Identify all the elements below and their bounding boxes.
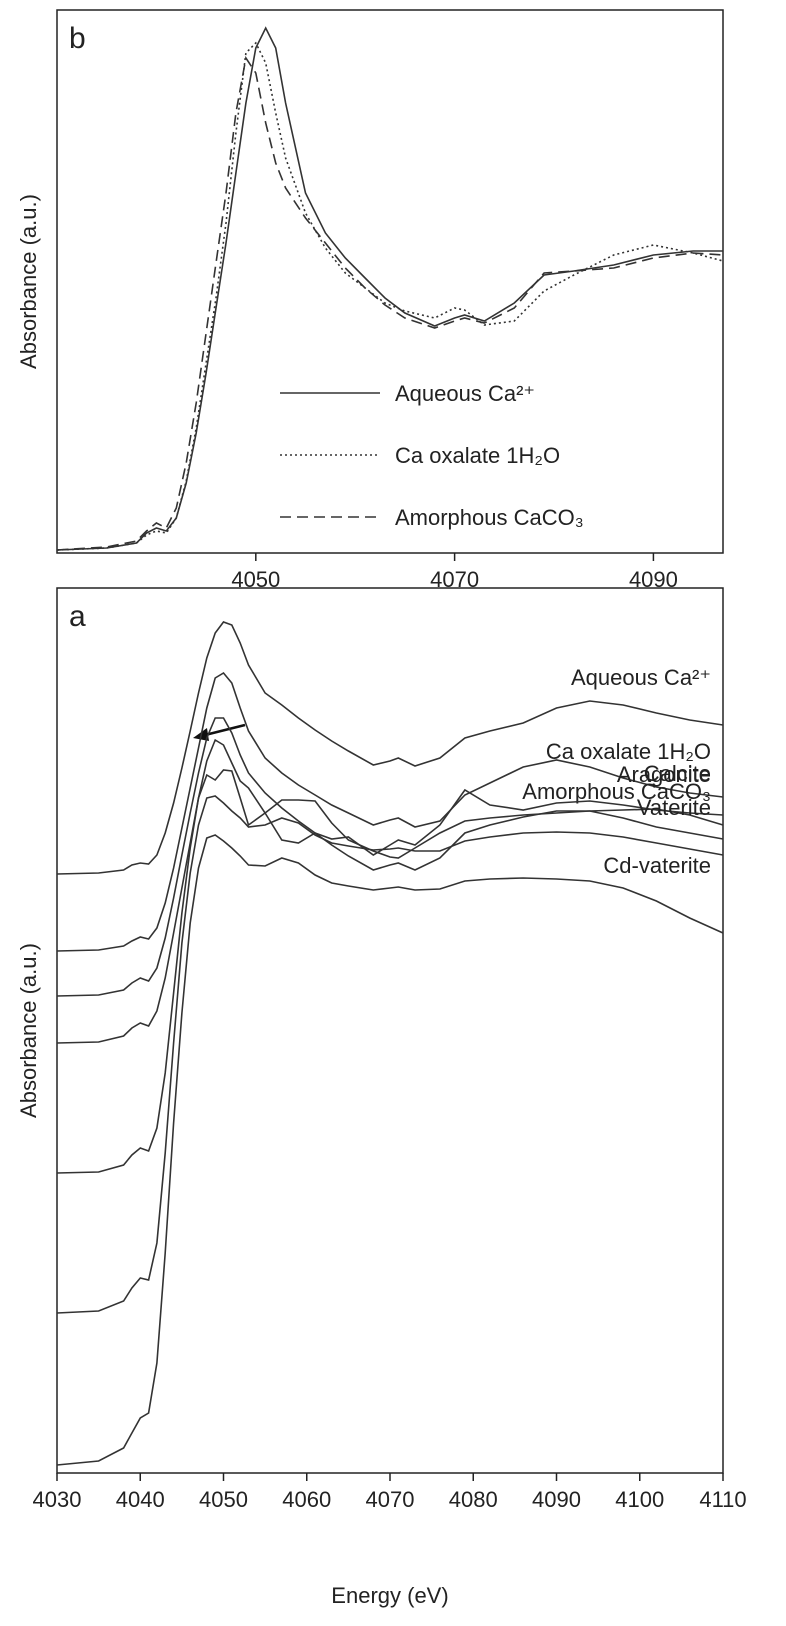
x-tick-label: 4060 (282, 1487, 331, 1512)
y-axis-label: Absorbance (a.u.) (16, 194, 41, 369)
x-tick-label: 4110 (699, 1487, 746, 1512)
spectrum-line (56, 621, 724, 875)
spectrum-line (56, 795, 724, 1314)
x-tick-label: 4080 (449, 1487, 498, 1512)
plot-frame (56, 587, 724, 1474)
x-tick-label: 4050 (199, 1487, 248, 1512)
series-label: Aragonite (617, 762, 711, 787)
series-label: Cd-vaterite (603, 853, 711, 878)
series-label: Ca oxalate 1H₂O (546, 739, 711, 764)
plot-frame (56, 9, 724, 554)
series-label: Vaterite (637, 795, 711, 820)
spectrum-line (56, 717, 724, 997)
y-axis-label: Absorbance (a.u.) (16, 943, 41, 1118)
legend-label: Ca oxalate 1H₂O (395, 443, 560, 468)
spectrum-line (56, 738, 724, 1044)
x-tick-label: 4070 (366, 1487, 415, 1512)
series-label: Amorphous CaCO₃ (522, 779, 711, 804)
x-axis-label: Energy (eV) (331, 1583, 448, 1608)
panel: a 4030 4040 4050 4060 4070 4080 4090 4100 4110 Abs… (16, 587, 747, 1608)
x-tick-label: 4030 (33, 1487, 82, 1512)
panel-label: b (69, 22, 86, 55)
arrow-shaft (204, 723, 246, 737)
panel-label: a (69, 600, 86, 633)
x-tick-label: 4090 (532, 1487, 581, 1512)
spectrum-line (56, 671, 724, 952)
spectrum-line (56, 769, 724, 1174)
spectrum-line (56, 55, 724, 551)
spectrum-line (56, 41, 724, 551)
spectrum-line (56, 834, 724, 1466)
series-label: Aqueous Ca²⁺ (571, 665, 711, 690)
x-tick-label: 4040 (116, 1487, 165, 1512)
legend-label: Aqueous Ca²⁺ (395, 381, 535, 406)
spectrum-line (56, 26, 723, 551)
series-label: Calcite (644, 761, 711, 786)
legend-label: Amorphous CaCO₃ (395, 505, 584, 530)
x-tick-label: 4100 (615, 1487, 664, 1512)
